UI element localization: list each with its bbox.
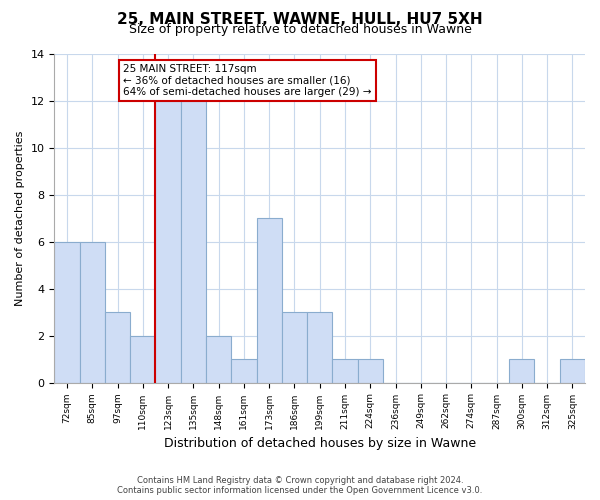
Bar — [55, 242, 80, 382]
Bar — [155, 101, 181, 382]
Bar — [231, 359, 257, 382]
Bar — [332, 359, 358, 382]
Y-axis label: Number of detached properties: Number of detached properties — [15, 130, 25, 306]
Bar — [181, 101, 206, 382]
Bar — [358, 359, 383, 382]
X-axis label: Distribution of detached houses by size in Wawne: Distribution of detached houses by size … — [164, 437, 476, 450]
Text: Contains HM Land Registry data © Crown copyright and database right 2024.
Contai: Contains HM Land Registry data © Crown c… — [118, 476, 482, 495]
Bar — [130, 336, 155, 382]
Text: Size of property relative to detached houses in Wawne: Size of property relative to detached ho… — [128, 22, 472, 36]
Bar — [282, 312, 307, 382]
Bar — [307, 312, 332, 382]
Text: 25, MAIN STREET, WAWNE, HULL, HU7 5XH: 25, MAIN STREET, WAWNE, HULL, HU7 5XH — [117, 12, 483, 28]
Bar — [560, 359, 585, 382]
Bar — [206, 336, 231, 382]
Bar — [257, 218, 282, 382]
Bar — [105, 312, 130, 382]
Bar — [509, 359, 535, 382]
Bar — [80, 242, 105, 382]
Text: 25 MAIN STREET: 117sqm
← 36% of detached houses are smaller (16)
64% of semi-det: 25 MAIN STREET: 117sqm ← 36% of detached… — [124, 64, 372, 97]
